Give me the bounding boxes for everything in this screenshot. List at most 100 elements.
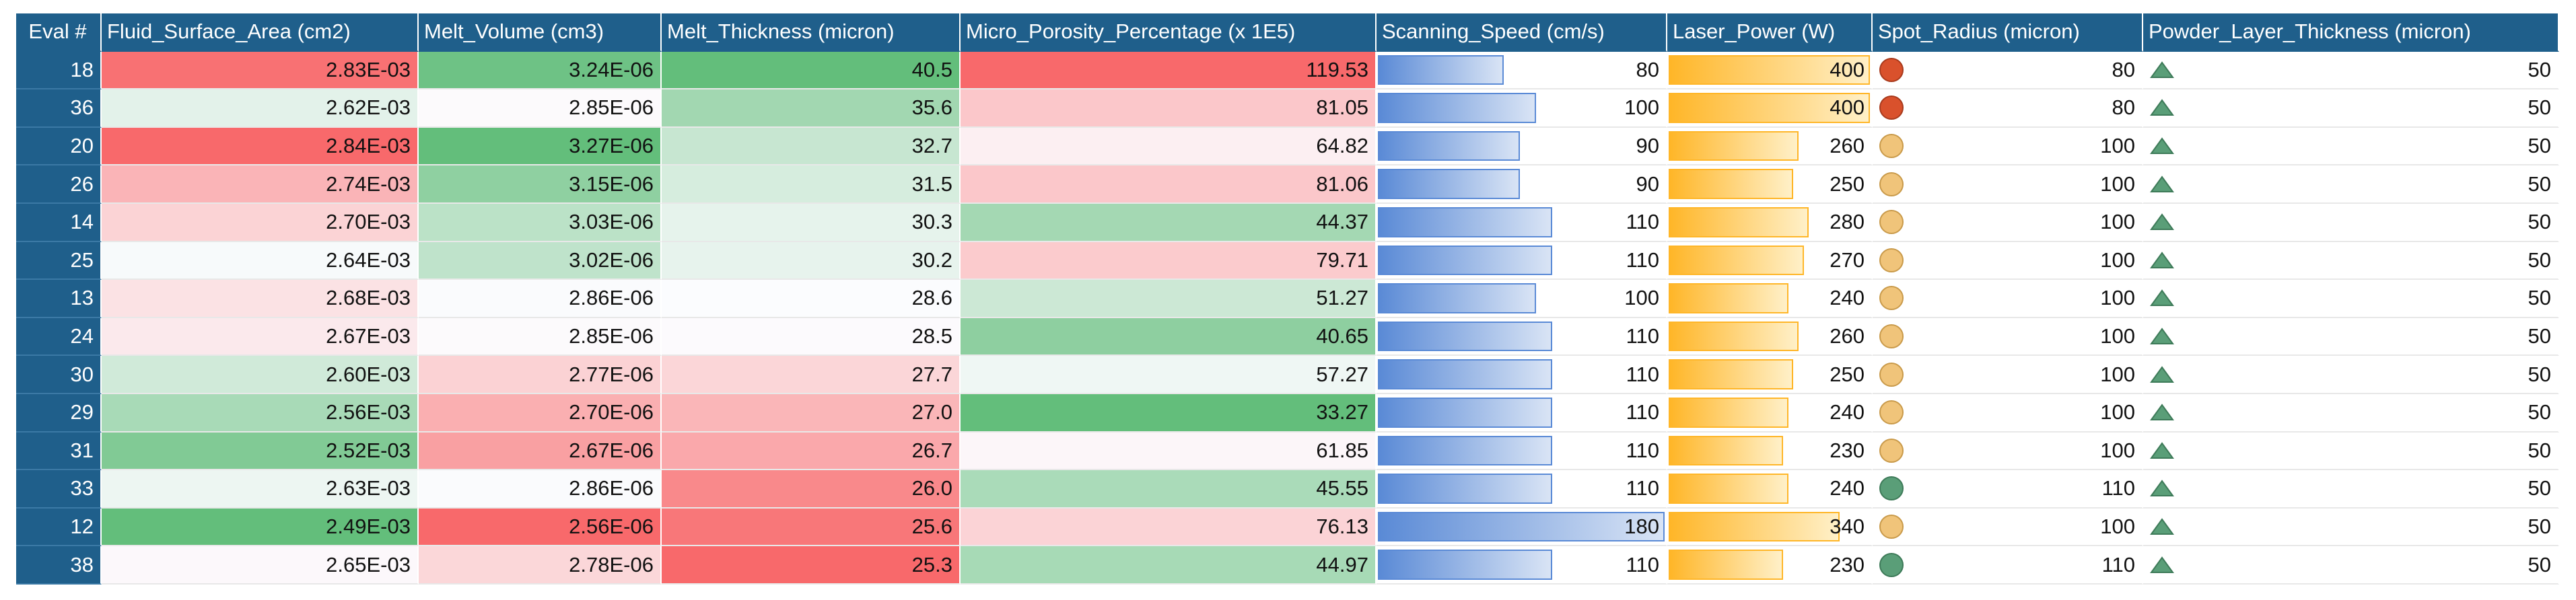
cell: 110 [1873, 470, 2143, 509]
cell: 80 [1873, 89, 2143, 128]
status-icon [2150, 365, 2174, 383]
cell-text: 2.85E-06 [569, 96, 654, 120]
data-bar [1378, 93, 1536, 123]
cell: 81.06 [961, 165, 1377, 204]
cell-text: 31.5 [911, 172, 952, 196]
cell-text: 180 [1624, 515, 1659, 539]
data-bar [1378, 321, 1552, 352]
cell-text: 26 [70, 172, 94, 196]
icon-shape [2150, 175, 2174, 192]
cell: 100 [1873, 317, 2143, 357]
cell: 2.85E-06 [419, 89, 662, 128]
cell: 2.67E-03 [102, 317, 419, 357]
cell-text: 2.68E-03 [326, 286, 411, 310]
icon-shape [2150, 365, 2174, 383]
cell-text: 2.64E-03 [326, 248, 411, 272]
data-bar [1669, 321, 1799, 352]
cell-text: 50 [2528, 362, 2551, 386]
data-bar [1669, 54, 1870, 85]
cell: 64.82 [961, 127, 1377, 166]
icon-shape [2150, 404, 2174, 421]
cell: 81.05 [961, 89, 1377, 128]
cell-text: 3.27E-06 [569, 134, 654, 158]
cell: 240 [1667, 280, 1873, 318]
icon-shape [1879, 248, 1904, 272]
cell: 50 [2143, 89, 2559, 128]
cell-text: 110 [1626, 552, 1659, 576]
cell-text: 110 [1626, 476, 1659, 500]
cell-text: 29 [70, 400, 94, 424]
column-header: Scanning_Speed (cm/s) [1377, 13, 1667, 52]
cell-text: 3.15E-06 [569, 172, 654, 196]
cell: 18 [16, 51, 102, 90]
cell: 110 [1377, 432, 1667, 471]
status-icon [2150, 213, 2174, 231]
cell: 30.2 [662, 241, 961, 280]
cell-text: 50 [2528, 476, 2551, 500]
cell: 3.03E-06 [419, 203, 662, 242]
cell: 110 [1377, 203, 1667, 242]
cell-text: 51.27 [1316, 286, 1368, 310]
cell: 119.53 [961, 51, 1377, 90]
cell: 260 [1667, 317, 1873, 357]
cell: 250 [1667, 356, 1873, 394]
cell: 50 [2143, 317, 2559, 357]
icon-shape [2150, 252, 2174, 268]
cell: 3.15E-06 [419, 165, 662, 204]
cell: 33 [16, 470, 102, 509]
cell: 2.83E-03 [102, 51, 419, 90]
cell-text: 80 [2112, 96, 2135, 120]
cell-text: 50 [2528, 248, 2551, 272]
icon-shape [1879, 476, 1904, 501]
cell: 50 [2143, 241, 2559, 280]
data-bar [1669, 359, 1794, 389]
cell-text: 100 [2100, 210, 2135, 234]
cell-text: 2.62E-03 [326, 96, 411, 120]
cell-text: 100 [2100, 515, 2135, 539]
cell-text: 33 [70, 476, 94, 500]
data-bar [1378, 435, 1552, 466]
data-bar [1378, 550, 1552, 580]
icon-shape [1879, 324, 1904, 349]
cell: 2.74E-03 [102, 165, 419, 204]
cell: 24 [16, 317, 102, 357]
status-icon [1879, 210, 1904, 235]
cell-text: 100 [2100, 286, 2135, 310]
cell-text: 2.84E-03 [326, 134, 411, 158]
cell: 2.86E-06 [419, 280, 662, 318]
icon-shape [2150, 556, 2174, 573]
cell-text: 110 [1626, 210, 1659, 234]
icon-shape [1879, 362, 1904, 387]
cell: 31 [16, 432, 102, 471]
status-icon [2150, 137, 2174, 155]
cell: 110 [1873, 546, 2143, 585]
cell-text: 33.27 [1316, 400, 1368, 424]
cell-text: 2.77E-06 [569, 362, 654, 386]
cell-text: 24 [70, 324, 94, 348]
cell: 26.7 [662, 432, 961, 471]
data-bar [1378, 130, 1520, 161]
cell-text: 30.2 [911, 248, 952, 272]
icon-shape [2150, 213, 2174, 231]
cell-text: 2.83E-03 [326, 57, 411, 81]
cell-text: 30.3 [911, 210, 952, 234]
cell-text: 260 [1830, 134, 1865, 158]
cell-text: 2.60E-03 [326, 362, 411, 386]
spreadsheet: Eval # Fluid_Surface_Area (cm2) Melt_Volum… [16, 13, 2559, 585]
cell: 2.85E-06 [419, 317, 662, 357]
cell-text: 110 [1626, 438, 1659, 462]
cell-text: 250 [1830, 172, 1865, 196]
cell: 25.6 [662, 508, 961, 547]
cell-text: 230 [1830, 552, 1865, 576]
data-bar [1669, 169, 1794, 199]
cell-text: 31 [70, 438, 94, 462]
column-header: Fluid_Surface_Area (cm2) [102, 13, 419, 52]
cell: 3.27E-06 [419, 127, 662, 166]
cell-text: 50 [2528, 400, 2551, 424]
cell-text: 2.56E-03 [326, 400, 411, 424]
cell: 100 [1873, 127, 2143, 166]
cell: 50 [2143, 546, 2559, 585]
cell-text: 28.6 [911, 286, 952, 310]
cell: 240 [1667, 393, 1873, 433]
